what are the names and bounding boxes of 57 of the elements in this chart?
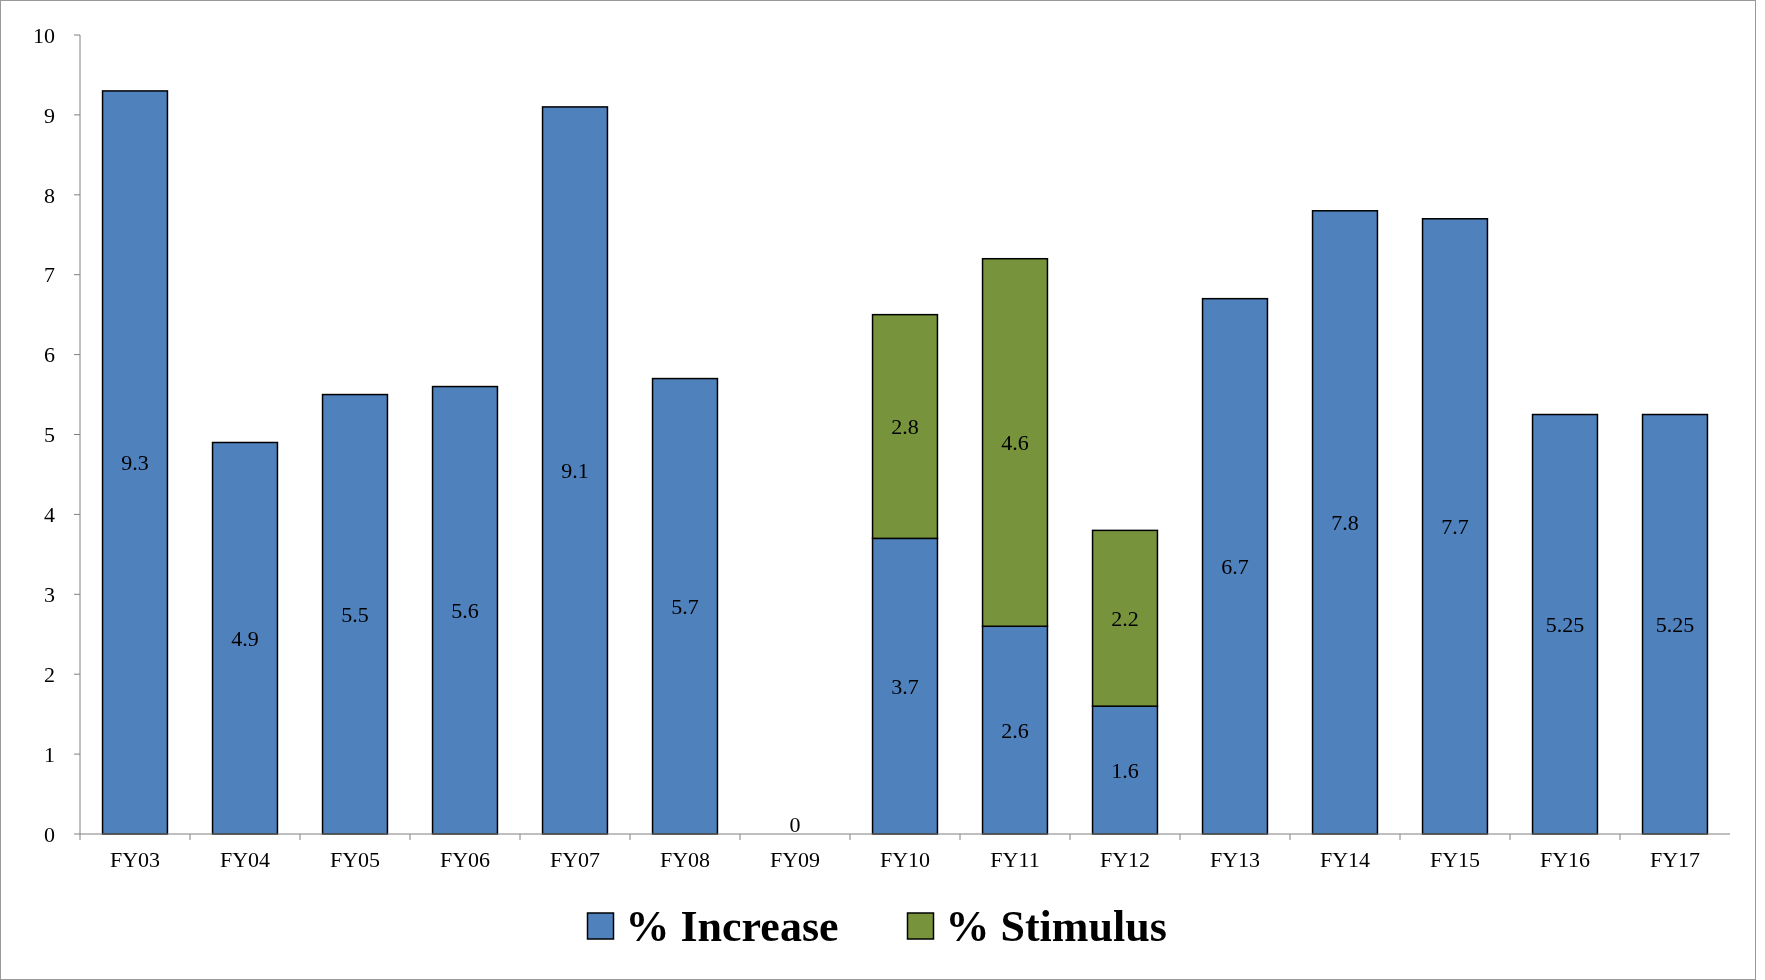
y-tick-label: 2 [44,661,55,687]
x-tick-label: FY08 [659,847,711,872]
bar [211,441,279,835]
x-tick-label: FY05 [329,847,381,872]
data-label: 5.25 [1655,611,1695,637]
data-label: 5.7 [671,593,699,619]
data-label: 4.9 [231,625,259,651]
bar [101,90,169,835]
legend-label: % Increase [625,902,839,952]
data-label: 9.1 [561,458,589,484]
data-label: 5.6 [451,597,479,623]
bar [1641,413,1709,835]
bar [1531,413,1599,835]
y-tick-label: 1 [44,741,55,767]
y-tick-label: 8 [44,182,55,208]
y-tick-label: 9 [44,102,55,128]
data-label: 2.8 [891,414,919,440]
bar [541,106,609,835]
data-label: 3.7 [891,673,919,699]
bar [321,393,389,835]
data-label: 6.7 [1221,554,1249,580]
data-label: 4.6 [1001,430,1029,456]
x-tick-label: FY09 [769,847,821,872]
data-label: 2.6 [1001,717,1029,743]
x-tick-label: FY16 [1539,847,1591,872]
bar [431,385,499,835]
bar [1201,297,1269,835]
data-label: 0 [789,812,801,837]
data-label: 7.8 [1331,510,1359,536]
y-tick-label: 3 [44,582,55,607]
y-tick-label: 4 [44,502,55,528]
x-tick-label: FY14 [1319,847,1371,872]
x-tick-label: FY04 [219,847,271,872]
legend-label: % Stimulus [945,902,1167,952]
x-tick-label: FY03 [109,847,161,872]
x-tick-label: FY13 [1209,847,1261,872]
y-tick-label: 10 [33,22,55,48]
y-tick-label: 5 [44,422,55,448]
y-tick-label: 0 [44,821,55,847]
bar [651,377,719,835]
x-tick-label: FY11 [990,847,1040,872]
x-tick-label: FY17 [1649,847,1701,872]
x-tick-label: FY15 [1429,847,1481,872]
x-tick-label: FY06 [439,847,491,872]
bar [1311,210,1379,835]
y-tick-label: 7 [44,262,55,288]
data-label: 5.5 [341,601,369,627]
x-tick-label: FY07 [549,847,601,872]
data-label: 2.2 [1111,605,1139,631]
x-tick-label: FY12 [1099,847,1151,872]
x-tick-label: FY10 [879,847,931,872]
y-tick-label: 6 [44,342,55,368]
data-label: 9.3 [121,450,149,476]
bar [1421,218,1489,835]
data-label: 7.7 [1441,514,1469,540]
data-label: 5.25 [1545,611,1585,637]
data-label: 1.6 [1111,757,1139,783]
